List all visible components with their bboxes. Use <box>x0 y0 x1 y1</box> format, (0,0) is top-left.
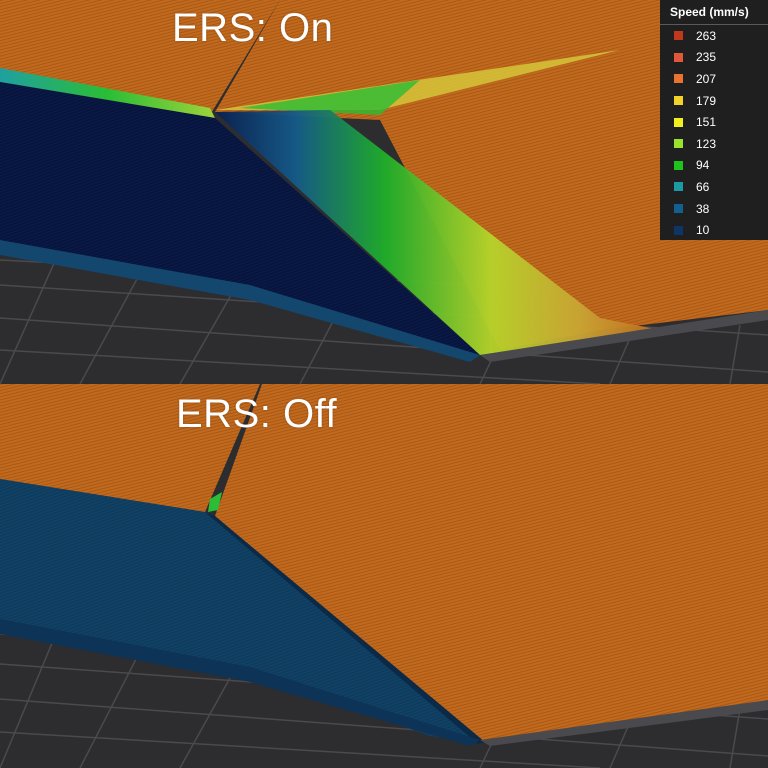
ers-off-render <box>0 384 768 768</box>
legend-item: 179 <box>660 90 768 112</box>
legend-label: 151 <box>696 115 717 130</box>
legend-swatch <box>674 96 683 106</box>
legend-item: 263 <box>660 25 768 47</box>
legend-label: 179 <box>696 93 717 108</box>
legend-swatch <box>674 160 683 170</box>
legend-label: 235 <box>696 50 717 65</box>
ers-on-viewport[interactable]: ERS: On Speed (mm/s) 263 235 207 179 151 123 9… <box>0 0 768 384</box>
legend-label: 66 <box>696 179 710 194</box>
ers-off-title: ERS: Off <box>176 392 338 436</box>
ers-on-render <box>0 0 768 384</box>
ers-on-title: ERS: On <box>172 6 334 50</box>
legend-item: 235 <box>660 47 768 69</box>
legend-title: Speed (mm/s) <box>660 0 768 25</box>
legend-label: 38 <box>696 201 710 216</box>
legend-swatch <box>674 225 683 235</box>
legend-label: 10 <box>696 223 710 238</box>
legend-swatch <box>674 182 683 192</box>
legend-swatch <box>674 204 683 214</box>
legend-item: 94 <box>660 155 768 177</box>
legend-item: 207 <box>660 68 768 90</box>
legend-item: 66 <box>660 176 768 198</box>
legend-label: 94 <box>696 158 710 173</box>
legend-item: 38 <box>660 198 768 220</box>
legend-swatch <box>674 117 683 127</box>
legend-swatch <box>674 139 683 149</box>
legend-swatch <box>674 52 683 62</box>
legend-item: 10 <box>660 219 768 241</box>
legend-swatch <box>674 31 683 41</box>
legend-item: 151 <box>660 111 768 133</box>
legend-label: 207 <box>696 71 717 86</box>
speed-legend: Speed (mm/s) 263 235 207 179 151 123 94 66 38 10 <box>660 0 768 240</box>
legend-item: 123 <box>660 133 768 155</box>
ers-off-viewport[interactable]: ERS: Off <box>0 384 768 768</box>
legend-label: 263 <box>696 28 717 43</box>
legend-swatch <box>674 74 683 84</box>
legend-label: 123 <box>696 136 717 151</box>
